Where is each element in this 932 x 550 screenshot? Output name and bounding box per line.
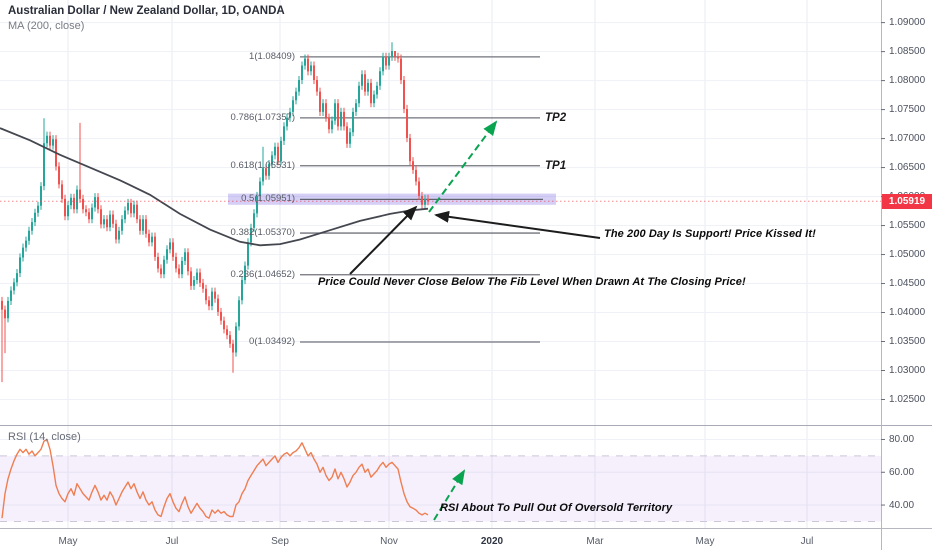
rsi-line[interactable]	[1, 438, 429, 519]
ma-indicator-label[interactable]: MA (200, close)	[8, 20, 85, 32]
black-arrow-ma-note[interactable]	[434, 210, 601, 239]
time-axis-label: 2020	[480, 536, 504, 547]
tp1-label[interactable]: TP1	[545, 160, 567, 172]
down-candle-wicks	[1, 51, 429, 383]
fib-level-label: 0.5(1.05951)	[241, 193, 295, 205]
candlestick-series[interactable]	[1, 42, 429, 383]
price-tick-label: 1.08500	[889, 46, 926, 58]
grid-lines	[0, 0, 881, 528]
price-tick-label: 1.08000	[889, 75, 926, 87]
time-axis-label: Mar	[586, 536, 604, 547]
time-axis-label: May	[695, 536, 715, 547]
fib-retracement[interactable]	[228, 56, 556, 343]
fib-level-label: 0.236(1.04652)	[230, 268, 295, 280]
price-tick-label: 1.06500	[889, 162, 926, 174]
symbol-title[interactable]: Australian Dollar / New Zealand Dollar, …	[8, 5, 285, 17]
annotation-rsi-oversold[interactable]: RSI About To Pull Out Of Oversold Territ…	[440, 502, 673, 514]
price-tick-label: 1.03000	[889, 364, 926, 376]
fib-level-label: 0.618(1.06531)	[230, 159, 295, 171]
price-tick-label: 1.04000	[889, 307, 926, 319]
annotation-200day-support[interactable]: The 200 Day Is Support! Price Kissed It!	[604, 228, 816, 240]
fib-level-label: 0.786(1.07357)	[230, 111, 295, 123]
time-axis-label: Jul	[800, 536, 814, 547]
fib-level-label: 0(1.03492)	[249, 335, 295, 347]
price-tick-label: 1.09000	[889, 17, 926, 29]
tp2-label[interactable]: TP2	[545, 112, 567, 124]
rsi-indicator-label[interactable]: RSI (14, close)	[8, 431, 81, 443]
ma-200-polyline	[0, 127, 429, 247]
fib-level-label: 1(1.08409)	[249, 50, 295, 62]
fib-level-label: 0.382(1.05370)	[230, 227, 295, 239]
price-tick-label: 1.05500	[889, 220, 926, 232]
price-tick-label: 1.07500	[889, 104, 926, 116]
green-arrow-to-tp2[interactable]	[428, 120, 498, 213]
time-axis-label: May	[58, 536, 78, 547]
price-tick-label: 1.03500	[889, 336, 926, 347]
green-arrow-rsi[interactable]	[433, 469, 466, 521]
rsi-tick-label: 60.00	[889, 466, 915, 478]
annotation-fib-close[interactable]: Price Could Never Close Below The Fib Le…	[318, 276, 746, 288]
rsi-tick-label: 40.00	[889, 499, 915, 511]
rsi-polyline	[1, 438, 429, 519]
price-tick-label: 1.05000	[889, 249, 926, 261]
time-axis-label: Nov	[380, 536, 398, 547]
drawings	[349, 120, 601, 521]
ma-200-line[interactable]	[0, 127, 429, 247]
time-axis-label: Sep	[271, 536, 289, 547]
price-tick-label: 1.04500	[889, 278, 926, 290]
time-axis-label: Jul	[165, 536, 179, 547]
price-tick-label: 1.07000	[889, 133, 926, 145]
price-tick-label: 1.02500	[889, 393, 926, 405]
black-arrow-fib-note[interactable]	[349, 205, 418, 275]
rsi-tick-label: 80.00	[889, 433, 915, 445]
current-price-tag[interactable]: 1.05919	[882, 194, 932, 209]
down-candle-bodies	[1, 51, 429, 353]
